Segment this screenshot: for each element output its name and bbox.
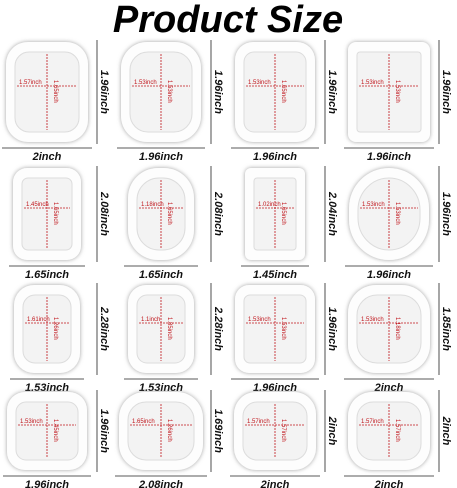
inner-height-label: 1.53inch (280, 317, 286, 340)
outer-height-label: 2.28inch (98, 306, 110, 351)
inner-width-label: 1.57inch (361, 419, 384, 425)
outer-width-label: 1.96inch (367, 269, 411, 281)
inner-width-label: 1.61inch (27, 317, 50, 323)
inner-height-label: 1.65inch (280, 202, 286, 225)
outer-height-label: 1.96inch (98, 409, 110, 453)
outer-width-label: 1.45inch (253, 269, 297, 281)
outer-height-label: 1.96inch (326, 70, 338, 114)
outer-height-label: 1.96inch (440, 70, 452, 114)
inner-height-label: 1.65inch (52, 202, 58, 225)
inner-width-label: 1.57inch (19, 80, 42, 86)
outer-width-label: 1.96inch (253, 382, 297, 394)
outer-width-label: 1.65inch (139, 269, 183, 281)
inner-width-label: 1.1inch (141, 317, 160, 323)
inner-height-label: 1.26inch (166, 419, 172, 442)
outer-height-label: 1.85inch (440, 307, 452, 351)
outer-height-label: 2inch (326, 416, 338, 446)
outer-width-label: 1.96inch (139, 151, 183, 163)
outer-width-label: 2inch (32, 151, 62, 163)
outer-height-label: 2.08inch (212, 191, 224, 236)
outer-height-label: 2.28inch (212, 306, 224, 351)
inner-width-label: 1.53inch (134, 80, 157, 86)
inner-width-label: 1.53inch (248, 317, 271, 323)
outer-height-label: 1.69inch (212, 409, 224, 453)
inner-width-label: 1.45inch (26, 202, 49, 208)
inner-height-label: 1.65inch (52, 80, 58, 103)
outer-width-label: 1.96inch (367, 151, 411, 163)
inner-width-label: 1.18inch (141, 202, 164, 208)
inner-height-label: 1.65inch (280, 80, 286, 103)
inner-height-label: 1.85inch (166, 317, 172, 340)
inner-height-label: 1.65inch (166, 202, 172, 225)
outer-width-label: 1.96inch (25, 479, 69, 488)
inner-width-label: 1.57inch (247, 419, 270, 425)
inner-height-label: 1.57inch (280, 419, 286, 442)
outer-height-label: 1.96inch (212, 70, 224, 114)
inner-height-label: 1.53inch (166, 80, 172, 103)
inner-width-label: 1.02inch (258, 202, 281, 208)
inner-width-label: 1.53inch (361, 80, 384, 86)
inner-height-label: 1.26inch (52, 317, 58, 340)
outer-width-label: 2inch (260, 479, 290, 488)
inner-width-label: 1.65inch (132, 419, 155, 425)
outer-width-label: 2inch (374, 479, 404, 488)
inner-width-label: 1.53inch (248, 80, 271, 86)
inner-width-label: 1.53inch (361, 317, 384, 323)
outer-width-label: 1.65inch (25, 269, 69, 281)
inner-height-label: 1.45inch (52, 419, 58, 442)
inner-width-label: 1.53inch (362, 202, 385, 208)
inner-height-label: 1.53inch (394, 202, 400, 225)
inner-width-label: 1.53inch (20, 419, 43, 425)
inner-height-label: 1.57inch (394, 419, 400, 442)
outer-width-label: 1.53inch (25, 382, 69, 394)
outer-width-label: 2inch (374, 382, 404, 394)
inner-height-label: 1.53inch (394, 80, 400, 103)
outer-height-label: 1.96inch (326, 307, 338, 351)
outer-height-label: 2inch (440, 416, 452, 446)
outer-width-label: 1.96inch (253, 151, 297, 163)
outer-height-label: 2.04inch (326, 191, 338, 236)
outer-height-label: 1.96inch (440, 192, 452, 236)
title: Product Size (113, 0, 343, 41)
inner-height-label: 1.18inch (394, 317, 400, 340)
outer-width-label: 2.08inch (138, 479, 183, 488)
outer-width-label: 1.53inch (139, 382, 183, 394)
outer-height-label: 1.96inch (98, 70, 110, 114)
outer-height-label: 2.08inch (98, 191, 110, 236)
